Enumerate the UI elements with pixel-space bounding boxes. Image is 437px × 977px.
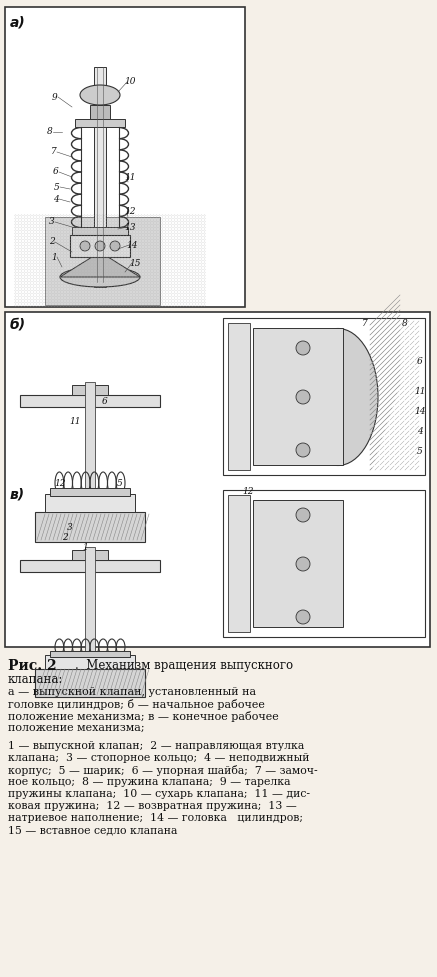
Text: 12: 12 (124, 207, 136, 217)
Ellipse shape (296, 610, 310, 624)
Text: 3: 3 (49, 218, 55, 227)
Ellipse shape (80, 241, 90, 251)
Text: натриевое наполнение;  14 — головка   цилиндров;: натриевое наполнение; 14 — головка цилин… (8, 813, 303, 823)
Text: 6: 6 (53, 167, 59, 177)
Text: 7: 7 (51, 148, 57, 156)
Text: 1: 1 (51, 252, 57, 262)
Ellipse shape (95, 241, 105, 251)
Text: 2: 2 (62, 532, 68, 541)
Text: 3: 3 (67, 523, 73, 531)
Bar (75, 119, 125, 127)
Bar (50, 651, 130, 657)
Bar (228, 495, 250, 632)
Text: а — выпускной клапан, установленный на: а — выпускной клапан, установленный на (8, 687, 256, 697)
Text: головке цилиндров; б — начальное рабочее: головке цилиндров; б — начальное рабочее (8, 699, 265, 710)
Bar (45, 494, 135, 512)
Bar (35, 512, 145, 542)
Bar (35, 669, 145, 697)
Text: 1 — выпускной клапан;  2 — направляющая втулка: 1 — выпускной клапан; 2 — направляющая в… (8, 741, 304, 751)
Text: корпус;  5 — шарик;  6 — упорная шайба;  7 — замоч-: корпус; 5 — шарик; 6 — упорная шайба; 7 … (8, 765, 318, 776)
Ellipse shape (80, 85, 120, 105)
Text: 14: 14 (414, 407, 426, 416)
Ellipse shape (296, 508, 310, 522)
Bar (72, 385, 108, 395)
Text: ное кольцо;  8 — пружина клапана;  9 — тарелка: ное кольцо; 8 — пружина клапана; 9 — тар… (8, 777, 291, 787)
Bar (72, 227, 128, 235)
Text: 14: 14 (126, 240, 138, 249)
Text: б): б) (10, 317, 26, 331)
Text: ковая пружина;  12 — возвратная пружина;  13 —: ковая пружина; 12 — возвратная пружина; … (8, 801, 297, 811)
Bar (90, 105, 110, 119)
Text: 11: 11 (124, 173, 136, 182)
Polygon shape (45, 217, 160, 305)
Text: в): в) (10, 487, 25, 501)
Text: пружины клапана;  10 — сухарь клапана;  11 — дис-: пружины клапана; 10 — сухарь клапана; 11… (8, 789, 310, 799)
Text: 12: 12 (54, 480, 66, 488)
Ellipse shape (296, 341, 310, 355)
Ellipse shape (296, 557, 310, 571)
Text: 8: 8 (402, 319, 408, 328)
Bar (253, 328, 343, 465)
Bar (94, 67, 106, 287)
Text: 13: 13 (124, 223, 136, 232)
Text: 7: 7 (362, 319, 368, 328)
Text: положение механизма; в — конечное рабочее: положение механизма; в — конечное рабоче… (8, 711, 279, 722)
Bar (85, 382, 95, 542)
Ellipse shape (60, 267, 140, 287)
Text: 12: 12 (242, 488, 254, 496)
Text: 5: 5 (54, 183, 60, 191)
Text: .  Механизм вращения выпускного: . Механизм вращения выпускного (75, 659, 293, 672)
Text: клапана:: клапана: (8, 673, 63, 686)
Text: клапана;  3 — стопорное кольцо;  4 — неподвижный: клапана; 3 — стопорное кольцо; 4 — непод… (8, 753, 309, 763)
Bar (253, 500, 343, 627)
Text: Рис. 2: Рис. 2 (8, 659, 57, 673)
Bar (45, 655, 135, 669)
Ellipse shape (296, 443, 310, 457)
Text: 9: 9 (52, 93, 58, 102)
Text: 15 — вставное седло клапана: 15 — вставное седло клапана (8, 825, 177, 835)
Text: положение механизма;: положение механизма; (8, 723, 145, 733)
Bar (5, 312, 430, 647)
Bar (72, 550, 108, 560)
Text: 11: 11 (69, 417, 81, 427)
Text: 5: 5 (117, 480, 123, 488)
Ellipse shape (296, 390, 310, 404)
Text: 8: 8 (47, 128, 53, 137)
Text: 6: 6 (102, 397, 108, 405)
Bar (20, 560, 160, 572)
Bar (223, 490, 425, 637)
Bar (50, 488, 130, 496)
Bar (70, 235, 130, 257)
Text: 15: 15 (129, 259, 141, 268)
Text: 5: 5 (417, 447, 423, 456)
Bar (5, 7, 245, 307)
Text: 10: 10 (124, 77, 136, 87)
Text: 4: 4 (417, 428, 423, 437)
Bar (85, 547, 95, 697)
Bar (228, 323, 250, 470)
Text: 11: 11 (414, 388, 426, 397)
Polygon shape (60, 257, 140, 277)
Bar (223, 318, 425, 475)
Ellipse shape (298, 328, 378, 465)
Ellipse shape (110, 241, 120, 251)
Text: 4: 4 (53, 194, 59, 203)
Text: а): а) (10, 15, 26, 29)
Text: 6: 6 (417, 358, 423, 366)
Text: 1: 1 (82, 542, 88, 551)
Bar (20, 395, 160, 407)
Text: 2: 2 (49, 237, 55, 246)
